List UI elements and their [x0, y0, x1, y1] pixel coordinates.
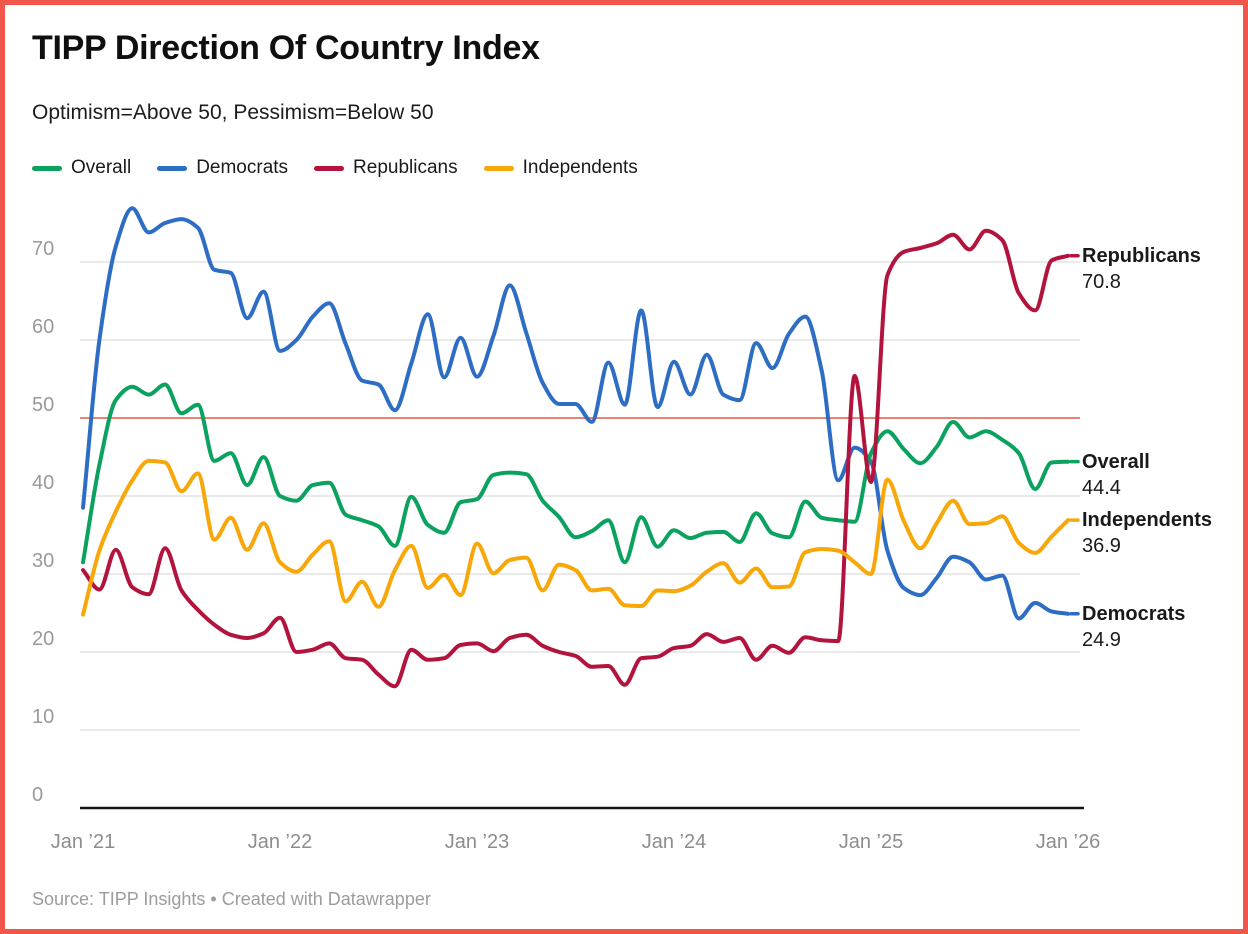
- legend-swatch-democrats: [157, 165, 188, 171]
- source-note: Source: TIPP Insights • Created with Dat…: [32, 889, 431, 909]
- svg-text:60: 60: [32, 316, 54, 338]
- svg-text:Jan ’25: Jan ’25: [839, 831, 904, 853]
- legend-label-independents: Independents: [522, 157, 638, 178]
- chart-title: TIPP Direction Of Country Index: [32, 29, 540, 67]
- svg-text:Jan ’23: Jan ’23: [445, 831, 510, 853]
- legend-label-republicans: Republicans: [353, 157, 458, 178]
- svg-text:30: 30: [32, 550, 54, 572]
- svg-text:Jan ’21: Jan ’21: [51, 831, 116, 853]
- legend-label-democrats: Democrats: [196, 157, 289, 178]
- series-end-value: 36.9: [1082, 535, 1121, 558]
- chart-subtitle: Optimism=Above 50, Pessimism=Below 50: [32, 101, 434, 124]
- series-end-value: 70.8: [1082, 270, 1121, 293]
- svg-text:Jan ’22: Jan ’22: [248, 831, 313, 853]
- legend-item-republicans: Republicans: [314, 157, 458, 179]
- series-name: Overall: [1082, 450, 1150, 473]
- end-label-overall: Overall 44.4: [1082, 449, 1242, 501]
- svg-text:Jan ’26: Jan ’26: [1036, 831, 1101, 853]
- series-name: Democrats: [1082, 602, 1186, 625]
- series-name: Republicans: [1082, 244, 1201, 267]
- legend-swatch-overall: [32, 165, 62, 171]
- legend: Overall Democrats Republicans Independen…: [32, 157, 638, 179]
- end-label-independents: Independents 36.9: [1082, 507, 1242, 559]
- svg-text:50: 50: [32, 394, 54, 416]
- svg-text:20: 20: [32, 628, 54, 650]
- end-label-democrats: Democrats 24.9: [1082, 601, 1242, 653]
- series-name: Independents: [1082, 509, 1213, 532]
- legend-item-independents: Independents: [483, 157, 638, 179]
- legend-swatch-republicans: [314, 165, 345, 171]
- svg-text:Jan ’24: Jan ’24: [642, 831, 707, 853]
- svg-text:40: 40: [32, 472, 54, 494]
- end-label-republicans: Republicans 70.8: [1082, 243, 1242, 295]
- svg-text:70: 70: [32, 238, 54, 260]
- svg-text:0: 0: [32, 784, 43, 806]
- legend-label-overall: Overall: [71, 157, 132, 178]
- series-end-value: 44.4: [1082, 476, 1121, 499]
- legend-swatch-independents: [483, 165, 514, 171]
- series-end-value: 24.9: [1082, 628, 1121, 651]
- line-chart-canvas: 0 10 20 30 40 50 60 70 Jan ’21 Jan ’22 Jan ’23 Jan …: [32, 206, 1101, 853]
- legend-item-democrats: Democrats: [157, 157, 288, 179]
- legend-item-overall: Overall: [32, 157, 131, 179]
- svg-text:10: 10: [32, 706, 54, 728]
